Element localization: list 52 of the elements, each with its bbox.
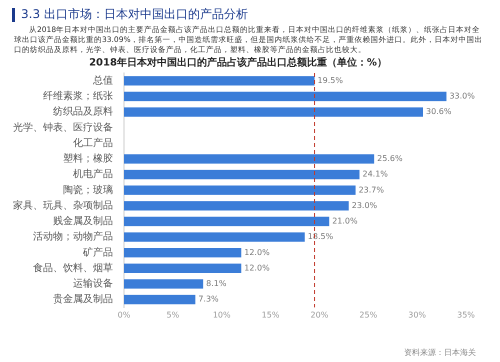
- y-tick-label: 总值: [92, 74, 113, 86]
- data-label: 8.1%: [206, 279, 227, 288]
- y-tick-label: 纤维素浆；纸张: [43, 90, 113, 102]
- bar: [124, 294, 196, 304]
- x-tick-label: 20%: [310, 310, 329, 320]
- bar: [124, 264, 242, 274]
- y-tick-label: 贵金属及制品: [53, 293, 113, 306]
- bar: [124, 170, 360, 180]
- data-label: 19.5%: [318, 76, 344, 85]
- bar: [124, 248, 242, 258]
- bar: [124, 201, 349, 211]
- data-label: 30.6%: [426, 107, 452, 116]
- data-label: 23.7%: [358, 185, 384, 194]
- x-tick-label: 0%: [118, 310, 131, 320]
- bar: [124, 186, 356, 195]
- data-label: 18.5%: [308, 232, 334, 242]
- y-tick-label: 贱金属及制品: [53, 215, 113, 228]
- y-tick-label: 光学、钟表、医疗设备: [13, 121, 113, 134]
- text: 3.3 出口市场：日本对中国出口的产品分析: [21, 6, 248, 23]
- y-tick-label: 化工产品: [73, 136, 113, 149]
- data-label: 12.0%: [244, 263, 270, 272]
- data-label: 12.0%: [244, 248, 270, 257]
- bar: [124, 92, 446, 102]
- y-tick-label: 陶瓷；玻璃: [63, 184, 113, 196]
- bar: [124, 232, 305, 242]
- data-label: 21.0%: [332, 216, 358, 226]
- chart-title: 2018年日本对中国出口的产品占该产品出口总额比重（单位：%）: [89, 56, 387, 69]
- bar: [124, 279, 204, 289]
- y-tick-label: 食品、饮料、烟草: [33, 262, 113, 274]
- x-tick-label: 15%: [262, 310, 280, 320]
- data-label: 25.6%: [377, 154, 403, 164]
- bar: [124, 76, 315, 86]
- data-label: 24.1%: [362, 170, 388, 179]
- y-tick-label: 矿产品: [82, 246, 113, 258]
- data-label: 33.0%: [449, 92, 476, 101]
- x-tick-label: 25%: [359, 310, 378, 320]
- y-tick-label: 塑料；橡胶: [63, 152, 113, 165]
- bar: [124, 216, 330, 226]
- bar: [124, 107, 424, 117]
- x-tick-label: 30%: [408, 310, 426, 320]
- y-tick-label: 家具、玩具、杂项制品: [13, 199, 113, 212]
- x-tick-label: 10%: [212, 310, 232, 320]
- y-tick-label: 活动物；动物产品: [33, 230, 113, 243]
- text: 资料来源：日本海关: [404, 347, 476, 358]
- y-tick-label: 机电产品: [73, 168, 113, 180]
- y-tick-label: 运输设备: [73, 278, 113, 290]
- data-label: 7.3%: [198, 294, 220, 304]
- bar: [124, 154, 374, 164]
- data-label: 23.0%: [352, 200, 378, 210]
- y-tick-label: 纺织品及原料: [53, 106, 113, 118]
- x-tick-label: 5%: [166, 310, 180, 320]
- x-tick-label: 35%: [457, 310, 476, 320]
